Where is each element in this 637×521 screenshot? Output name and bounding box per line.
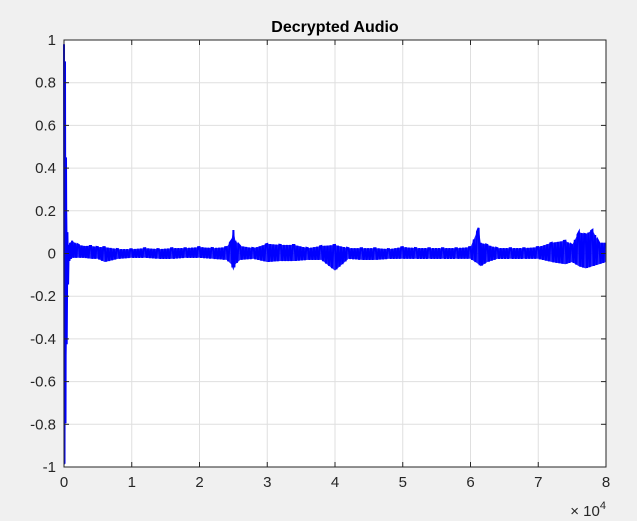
y-tick-label: 0.2 — [35, 203, 56, 220]
x-tick-label: 7 — [534, 474, 542, 491]
y-tick-label: -0.6 — [30, 374, 56, 391]
series-line — [63, 44, 606, 464]
y-tick-label: -0.2 — [30, 288, 56, 305]
y-tick-label: 0.6 — [35, 117, 56, 134]
y-tick-label: 0.8 — [35, 75, 56, 92]
y-tick-label: 0.4 — [35, 160, 56, 177]
x-tick-label: 2 — [195, 474, 203, 491]
data-layer — [63, 44, 606, 465]
x-tick-label: 8 — [602, 474, 610, 491]
y-tick-label: -0.4 — [30, 331, 56, 348]
x-tick-label: 0 — [60, 474, 68, 491]
x-tick-label: 5 — [399, 474, 407, 491]
y-tick-label: 0 — [48, 246, 56, 263]
chart-title: Decrypted Audio — [271, 19, 399, 36]
y-axis: 1 0.8 0.6 0.4 0.2 0 -0.2 -0.4 -0.6 -0.8 -1 — [30, 32, 606, 476]
y-tick-label: 1 — [48, 32, 56, 49]
x-tick-label: 4 — [331, 474, 339, 491]
x-tick-label: 1 — [128, 474, 136, 491]
x-axis-exponent-label: × 104 — [570, 500, 606, 520]
x-axis-exponent-power: 4 — [600, 500, 606, 512]
y-tick-label: -0.8 — [30, 416, 56, 433]
x-tick-label: 3 — [263, 474, 271, 491]
x-tick-label: 6 — [466, 474, 474, 491]
x-axis: 0 1 2 3 4 5 6 7 8 — [60, 40, 610, 491]
y-tick-label: -1 — [43, 459, 56, 476]
x-axis-exponent-base: × 10 — [570, 503, 600, 520]
